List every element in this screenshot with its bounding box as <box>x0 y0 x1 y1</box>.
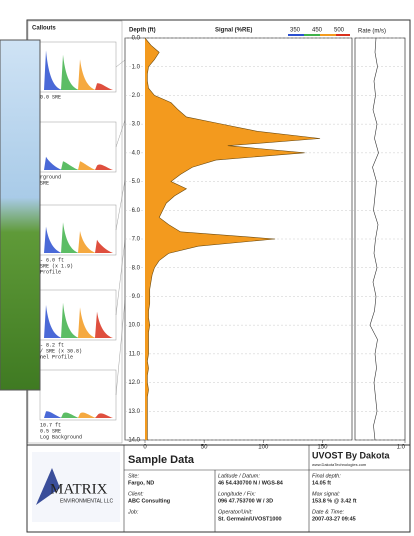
channel-label: 350 <box>290 28 301 34</box>
y-tick-label: 14.0 <box>128 438 140 444</box>
field-label: Site: <box>128 473 139 479</box>
channel-label: 450 <box>312 28 323 34</box>
callout-box <box>40 370 116 420</box>
field-value: St. Germain/UVOST1000 <box>218 516 282 522</box>
field-value: 2007-03-27 09:45 <box>312 516 356 522</box>
field-value: 46 54.430700 N / WGS-84 <box>218 480 284 486</box>
y-tick-label: 5.0 <box>132 179 141 185</box>
y-tick-label: 2.0 <box>132 93 141 99</box>
website: www.DakotaTechnologies.com <box>312 462 367 467</box>
field-label: Client: <box>128 491 144 497</box>
logo-sub: ENVIRONMENTAL LLC <box>60 498 113 504</box>
field-label: Job: <box>127 509 139 515</box>
y-tick-label: 7.0 <box>132 237 141 243</box>
y-tick-label: 1.0 <box>132 64 141 70</box>
y-tick-label: 0.0 <box>132 36 141 42</box>
field-value: 153.8 % @ 3.42 ft <box>312 498 357 504</box>
y-tick-label: 8.0 <box>132 265 141 271</box>
callouts-title: Callouts <box>32 26 56 32</box>
field-value: Fargo, ND <box>128 480 154 486</box>
info-title: Sample Data <box>128 454 195 466</box>
channel-label: 500 <box>334 28 345 34</box>
y-tick-label: 9.0 <box>132 294 141 300</box>
field-value: 096 47.753700 W / 3D <box>218 498 273 504</box>
y-tick-label: 10.0 <box>128 323 140 329</box>
signal-title: Signal (%RE) <box>215 28 252 34</box>
field-value: ABC Consulting <box>128 498 170 504</box>
y-axis-label: Depth (ft) <box>129 28 156 34</box>
report: Callouts 0.0 SRErgroundSRE- 6.0 ftSRE (x… <box>0 0 414 536</box>
callout-text: SRE <box>40 180 49 186</box>
y-tick-label: 11.0 <box>129 351 141 357</box>
logo: MATRIX <box>50 481 108 497</box>
photo <box>0 40 40 390</box>
y-tick-label: 4.0 <box>132 150 141 156</box>
rate-title: Rate (m/s) <box>358 29 386 35</box>
page: Callouts 0.0 SRErgroundSRE- 6.0 ftSRE (x… <box>0 0 414 536</box>
y-tick-label: 3.0 <box>132 122 141 128</box>
brand: UVOST By Dakota <box>312 450 391 460</box>
y-tick-label: 12.0 <box>128 380 140 386</box>
field-label: Latitude / Datum: <box>218 473 260 479</box>
field-label: Longitude / Fix: <box>218 491 256 497</box>
callout-text: 0.0 SRE <box>40 94 61 100</box>
callout-text: Log Background <box>40 434 82 440</box>
field-label: Operator/Unit: <box>218 509 253 515</box>
channel-bar <box>288 34 350 36</box>
y-tick-label: 6.0 <box>132 208 141 214</box>
callout-text: Profile <box>40 269 61 275</box>
field-label: Max signal: <box>312 491 340 497</box>
field-label: Final depth: <box>312 473 341 479</box>
y-tick-label: 13.0 <box>128 409 140 415</box>
field-value: 14.05 ft <box>312 480 331 486</box>
callout-text: nel Profile <box>40 354 73 360</box>
field-label: Date & Time: <box>312 509 345 515</box>
